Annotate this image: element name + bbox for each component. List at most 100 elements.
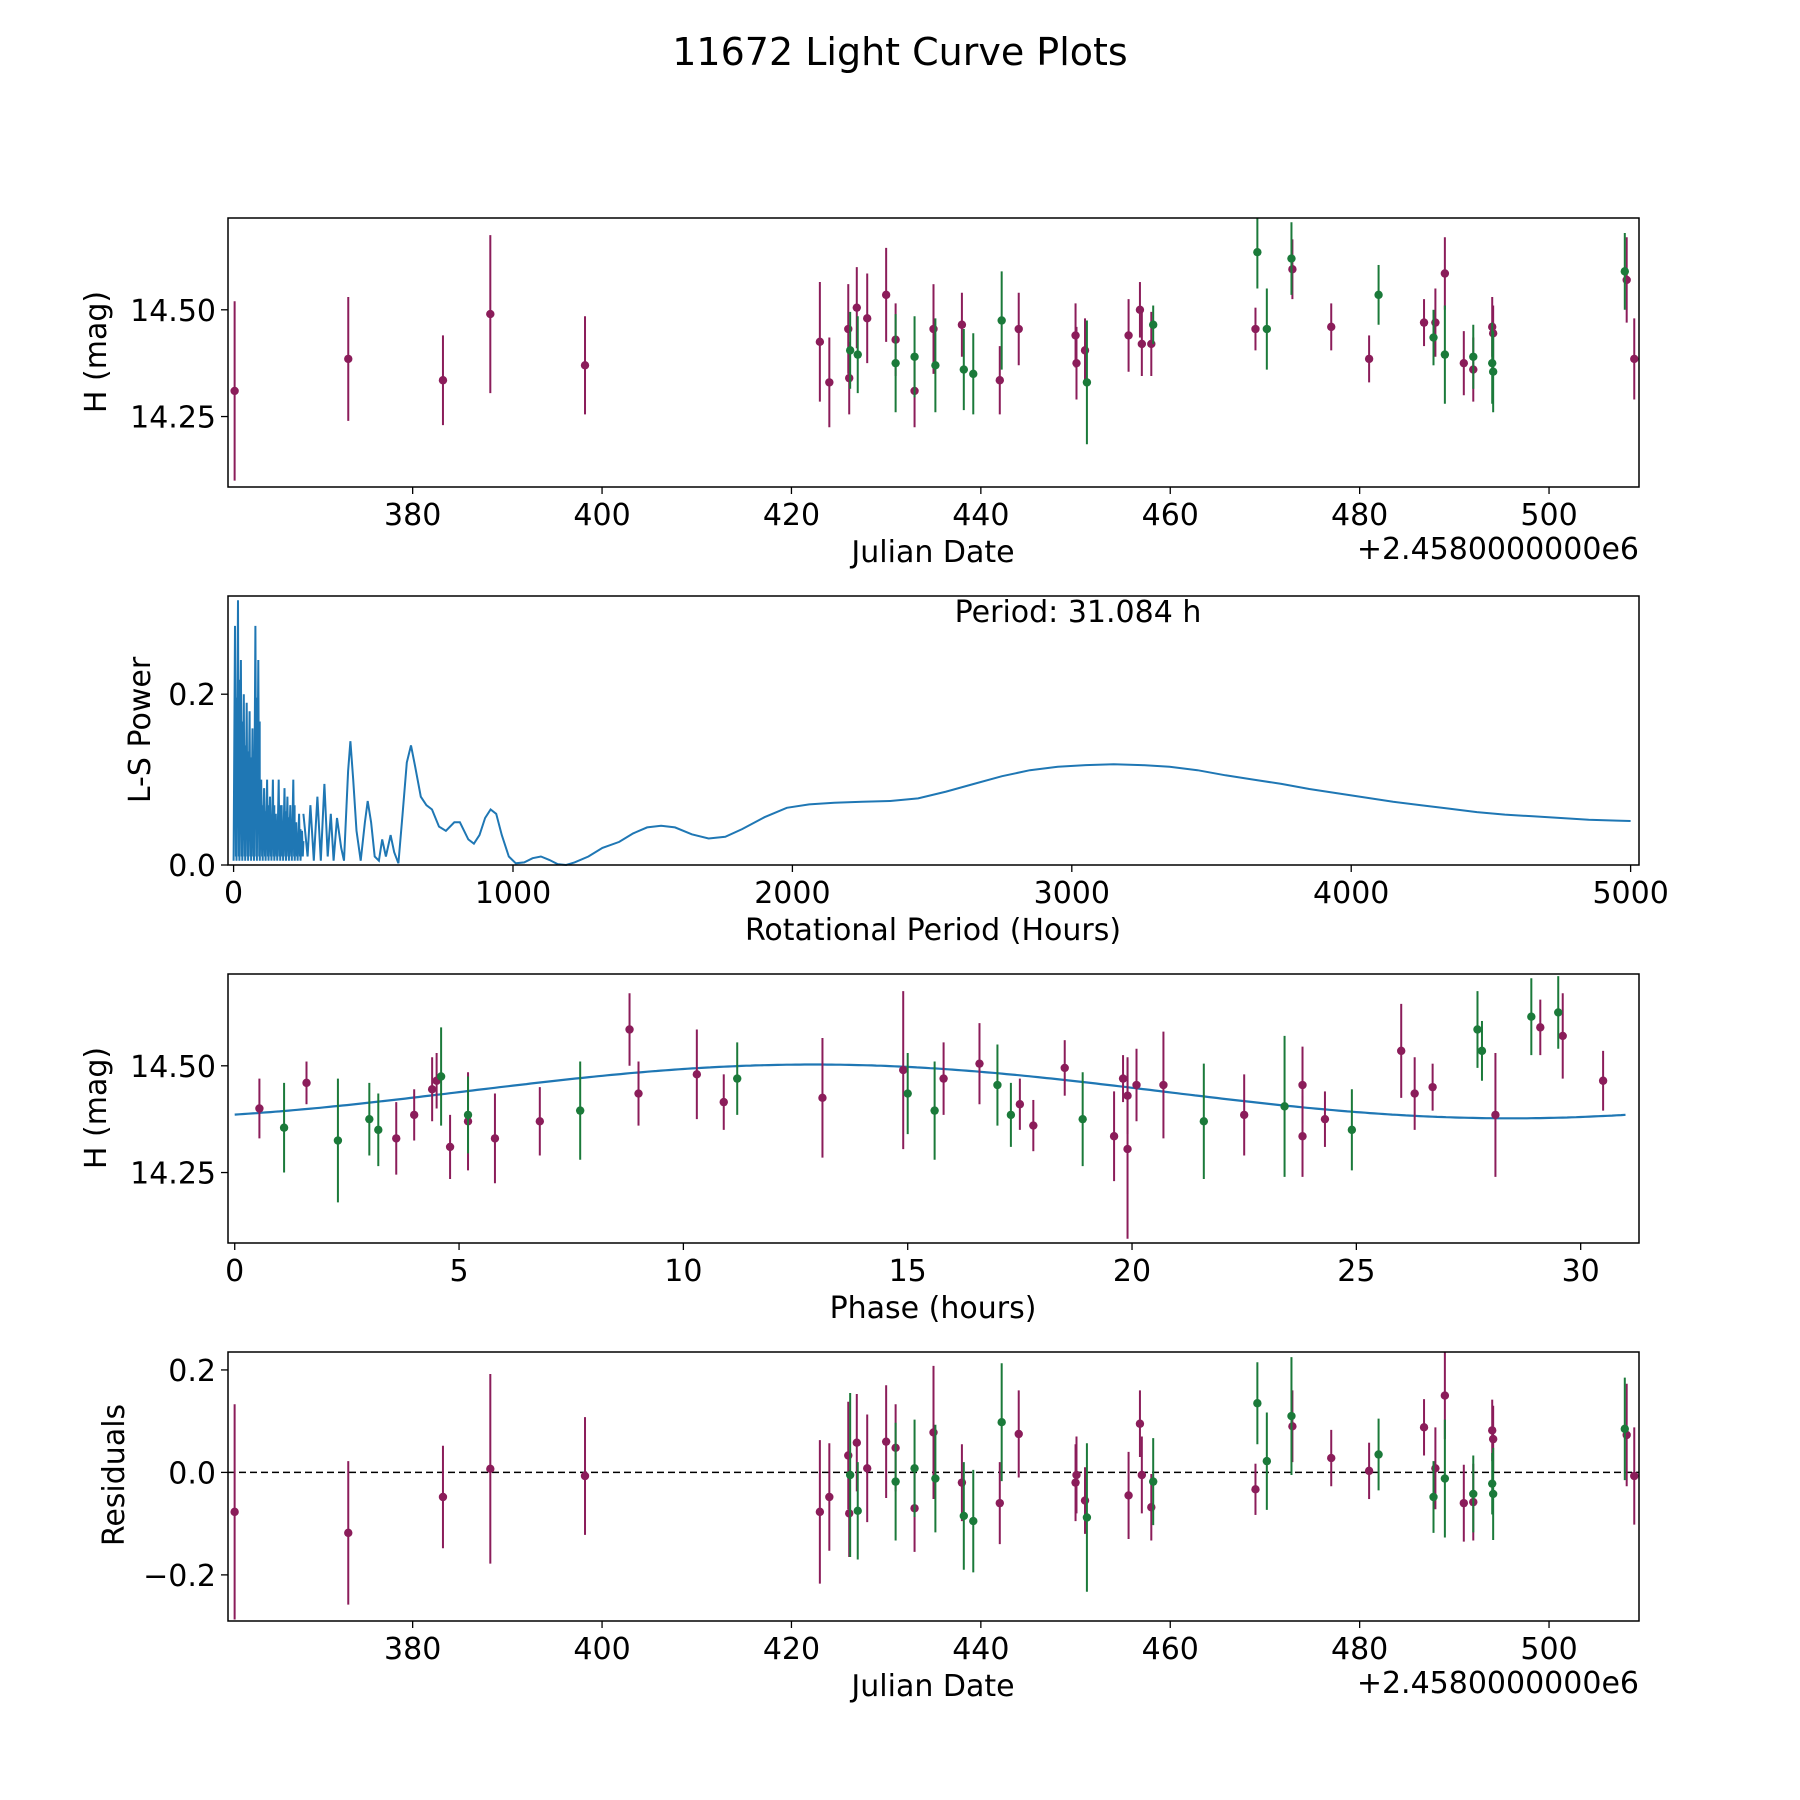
phased-filter-a-point [939,1074,948,1083]
phased-filter-a-point [899,1065,908,1075]
lightcurve-filter-a-point [1080,346,1090,355]
phased-filter-b-point [1347,1125,1357,1135]
lightcurve-filter-b-point [1148,320,1158,329]
residuals-filter-b-point [1253,1399,1262,1408]
residuals-filter-b-point [1440,1474,1450,1483]
phased-filter-b-point [993,1080,1002,1090]
phased-xtick-label: 20 [1113,1254,1151,1289]
residuals-ytick-label: 0.2 [168,1354,216,1389]
lightcurve-filter-a-point [995,376,1004,385]
phased-filter-b-point [279,1123,289,1132]
phased-filter-a-point [1060,1063,1069,1073]
lightcurve-filter-a-point [1440,269,1450,278]
residuals-filter-a-point [863,1464,872,1473]
residuals-ylabel: Residuals [97,1404,132,1546]
residuals-filter-b-point [931,1474,940,1483]
sinusoid-model-curve [234,1063,1626,1120]
phased-filter-b-point [1078,1114,1087,1124]
phased-filter-b-point [365,1114,374,1124]
phased-filter-b-point [733,1074,742,1083]
phased-xtick-label: 25 [1337,1254,1375,1289]
residuals-filter-a-point [995,1498,1004,1508]
figure-title: 11672 Light Curve Plots [672,30,1127,74]
phased-filter-b-point [1006,1110,1016,1120]
lightcurve-filter-a-point [1459,358,1469,368]
residuals-filter-a-point [1488,1434,1498,1444]
lightcurve-filter-a-point [1137,339,1147,349]
phased-xtick-label: 5 [450,1254,469,1289]
phased-xtick-label: 0 [225,1254,244,1289]
lightcurve-filter-b-point [997,316,1006,325]
residuals-filter-a-point [1419,1423,1429,1432]
residuals-frame [227,1351,1640,1622]
residuals-filter-b-point [1429,1492,1438,1502]
residuals-xtick-label: 440 [952,1632,1009,1667]
periodogram-xlabel: Rotational Period (Hours) [745,913,1121,948]
residuals-plot-area [228,1352,1639,1620]
phased-filter-a-point [1428,1082,1437,1092]
phased-filter-a-point [634,1089,643,1098]
phased-filter-b-point [436,1072,446,1081]
residuals-filter-a-point [580,1471,590,1481]
residuals-filter-a-point [1080,1496,1090,1505]
periodogram-frame [227,595,1640,866]
residuals-offset-label: +2.4580000000e6 [1357,1666,1639,1701]
phased-filter-a-point [692,1070,702,1079]
lightcurve-xtick-label: 460 [1142,498,1199,533]
residuals-xtick-label: 400 [573,1632,630,1667]
residuals-filter-a-point [438,1492,448,1502]
lightcurve-filter-b-point [1287,254,1296,263]
phased-axes: 0 5 10 15 20 25 30 14.25 14.50 [130,1050,1600,1289]
residuals-filter-a-point [1327,1453,1336,1463]
phased-filter-a-point [1123,1144,1132,1154]
residuals-filter-a-point [815,1507,825,1517]
lightcurve-filter-a-point [580,361,590,370]
lightcurve-filter-b-point [1620,267,1629,276]
lightcurve-filter-a-point [863,314,872,323]
residuals-panel: 380 400 420 440 460 480 500 −0.2 0.0 0.2 Julian D… [97,1351,1640,1704]
periodogram-panel: 0 1000 2000 3000 4000 5000 0.0 0.2 Period: 31.0… [123,595,1669,948]
lightcurve-filter-b-point [969,369,978,379]
residuals-filter-a-point [486,1464,495,1474]
lightcurve-filter-a-point [344,354,353,364]
lightcurve-filter-a-point [929,324,938,334]
phased-filter-a-point [1410,1089,1419,1098]
lightcurve-filter-b-point [1440,350,1450,359]
residuals-filter-b-point [1148,1477,1158,1486]
phased-filter-a-point [1118,1074,1128,1083]
phased-filter-a-point [625,1025,634,1034]
residuals-filter-a-point [1431,1464,1440,1473]
residuals-filter-b-point [910,1464,919,1473]
phased-filter-b-point [1473,1025,1482,1034]
residuals-filter-a-point [344,1528,353,1538]
lightcurve-xtick-label: 400 [573,498,630,533]
phased-filter-a-point [445,1142,455,1152]
lightcurve-filter-a-point [1364,354,1374,364]
residuals-filter-a-point [1124,1491,1133,1500]
periodogram-xtick-label: 0 [224,876,243,911]
phased-filter-a-point [1015,1100,1025,1109]
lightcurve-filter-a-point [1431,318,1440,327]
residuals-filter-b-point [969,1516,978,1526]
lightcurve-filter-b-point [1429,333,1438,342]
lightcurve-filter-a-point [1014,324,1023,334]
lightcurve-filter-a-point [815,337,825,347]
phased-xtick-label: 30 [1562,1254,1600,1289]
lightcurve-filter-a-point [1251,324,1260,334]
lightcurve-filter-a-point [1419,318,1429,327]
lightcurve-filter-a-point [957,320,967,329]
phased-filter-a-point [1491,1110,1500,1120]
lightcurve-filter-a-point [844,324,853,334]
lightcurve-filter-b-point [1469,352,1478,361]
residuals-filter-b-point [853,1506,862,1516]
phased-filter-a-point [302,1078,311,1088]
lightcurve-filter-b-point [931,361,940,370]
phased-filter-a-point [1159,1080,1168,1090]
lightcurve-filter-a-point [1630,354,1639,364]
phased-ytick-label: 14.50 [130,1050,216,1085]
phased-filter-a-point [1239,1110,1249,1120]
phased-filter-a-point [1397,1046,1406,1056]
lightcurve-filter-a-point [1147,339,1156,349]
phased-filter-a-point [1598,1076,1608,1085]
